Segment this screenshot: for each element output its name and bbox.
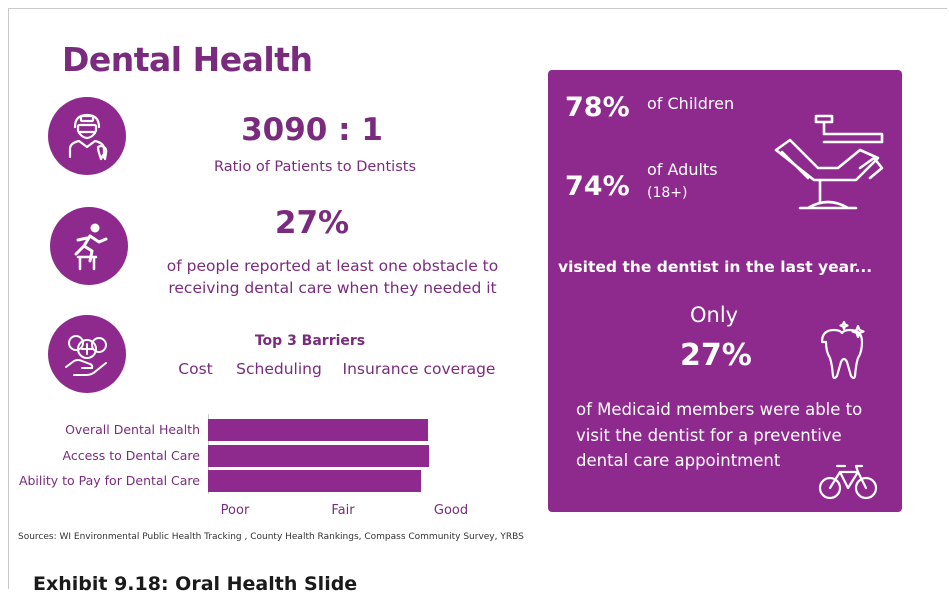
children-label: of Children [647,94,735,113]
ratio-label: Ratio of Patients to Dentists [213,159,417,175]
chart-bar [208,470,421,492]
dentist-icon [48,97,126,175]
hurdle-runner-icon [50,207,128,285]
medicaid-pct: 27% [680,338,752,373]
chart-x-tick-label: Poor [220,503,250,518]
only-label: Only [690,303,739,327]
obstacle-value: 27% [274,205,350,241]
medicaid-line1: of Medicaid members were able to [576,400,863,419]
adults-sub: (18+) [647,185,688,201]
medicaid-line3: dental care appointment [576,451,781,470]
barriers-heading: Top 3 Barriers [254,333,366,349]
money-hand-icon [48,315,126,393]
page-title: Dental Health [62,40,313,79]
exhibit-caption: Exhibit 9.18: Oral Health Slide [33,573,358,595]
chart-category-label: Overall Dental Health [65,422,200,437]
chart-category-label: Ability to Pay for Dental Care [18,473,200,488]
barrier-item: Cost [178,360,213,378]
tooth-icon [812,320,872,387]
chart-bar [208,419,429,441]
barrier-item: Insurance coverage [342,360,496,378]
children-pct: 78% [565,92,630,123]
chart-x-tick-label: Fair [331,503,355,518]
obstacle-text-line1: of people reported at least one obstacle… [166,257,499,275]
dental-chair-icon [768,108,888,228]
bicycle-icon [818,460,878,507]
adults-label: of Adults [647,160,718,179]
chart-bar [208,445,430,467]
chart-x-tick-label: Good [433,503,469,518]
visited-text: visited the dentist in the last year... [558,258,873,276]
ratio-value: 3090 : 1 [241,112,383,148]
barrier-item: Scheduling [236,360,322,378]
chart-category-label: Access to Dental Care [62,448,200,463]
medicaid-line2: visit the dentist for a preventive [576,426,842,445]
adults-pct: 74% [565,171,630,202]
right-panel [548,70,902,512]
slide-frame [8,8,947,589]
sources-note: Sources: WI Environmental Public Health … [18,532,524,542]
obstacle-text-line2: receiving dental care when they needed i… [168,279,497,297]
